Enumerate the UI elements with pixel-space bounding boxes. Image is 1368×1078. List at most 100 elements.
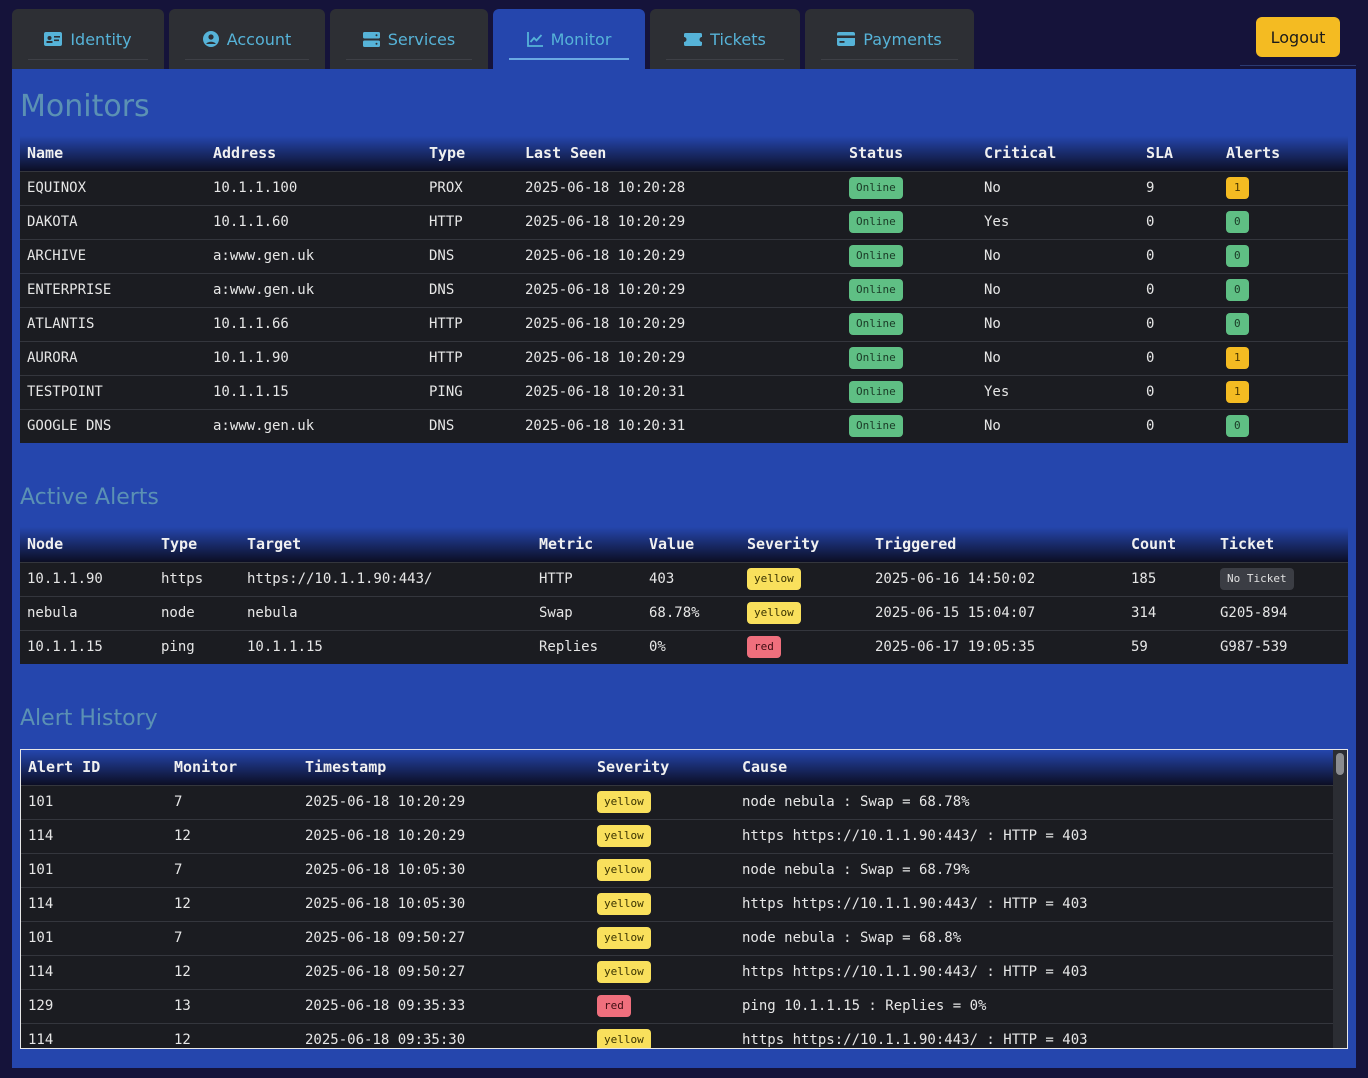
history-monitor: 12	[174, 964, 191, 980]
alert-metric: Swap	[539, 605, 573, 621]
status-badge: Online	[849, 211, 903, 233]
col-header[interactable]: Type	[429, 144, 466, 163]
col-header[interactable]: Ticket	[1220, 535, 1275, 554]
history-timestamp: 2025-06-18 09:50:27	[305, 930, 466, 946]
credit-card-icon	[837, 32, 856, 46]
col-header[interactable]: Alert ID	[28, 758, 101, 777]
table-row[interactable]: 114 12 2025-06-18 10:20:29 yellow https …	[21, 819, 1333, 853]
table-row[interactable]: TESTPOINT 10.1.1.15 PING 2025-06-18 10:2…	[20, 375, 1348, 409]
col-header[interactable]: Count	[1131, 535, 1177, 554]
table-row[interactable]: 114 12 2025-06-18 09:50:27 yellow https …	[21, 955, 1333, 989]
col-header[interactable]: Triggered	[875, 535, 957, 554]
alerts-count-badge: 1	[1226, 381, 1249, 403]
alert-target: nebula	[247, 605, 298, 621]
table-row[interactable]: 114 12 2025-06-18 10:05:30 yellow https …	[21, 887, 1333, 921]
tab-identity[interactable]: Identity	[12, 9, 164, 69]
table-row[interactable]: 101 7 2025-06-18 10:20:29 yellow node ne…	[21, 785, 1333, 819]
col-header[interactable]: Metric	[539, 535, 594, 554]
status-badge: Online	[849, 245, 903, 267]
col-header[interactable]: Last Seen	[525, 144, 607, 163]
col-header[interactable]: Cause	[742, 758, 788, 777]
alert-history-table: Alert ID Monitor Timestamp Severity Caus…	[21, 750, 1333, 1048]
alerts-count-badge: 0	[1226, 313, 1249, 335]
col-header[interactable]: Timestamp	[305, 758, 387, 777]
monitor-critical: No	[984, 418, 1001, 435]
col-header[interactable]: Node	[27, 535, 64, 554]
ticket-link[interactable]: G987-539	[1220, 639, 1288, 656]
table-row[interactable]: AURORA 10.1.1.90 HTTP 2025-06-18 10:20:2…	[20, 341, 1348, 375]
monitor-type: DNS	[429, 418, 455, 435]
col-header[interactable]: Monitor	[174, 758, 238, 777]
table-row[interactable]: 101 7 2025-06-18 10:05:30 yellow node ne…	[21, 853, 1333, 887]
monitor-last-seen: 2025-06-18 10:20:28	[525, 180, 686, 196]
table-row[interactable]: ENTERPRISE a:www.gen.uk DNS 2025-06-18 1…	[20, 273, 1348, 307]
col-header[interactable]: Severity	[597, 758, 670, 777]
monitor-type: HTTP	[429, 350, 463, 366]
history-monitor: 13	[174, 998, 191, 1014]
col-header[interactable]: SLA	[1146, 144, 1174, 163]
monitor-critical: Yes	[984, 214, 1010, 230]
status-badge: Online	[849, 381, 903, 403]
alert-node: 10.1.1.90	[27, 571, 103, 587]
monitors-title: Monitors	[20, 89, 150, 124]
monitor-critical: No	[984, 282, 1001, 298]
tab-payments[interactable]: Payments	[805, 9, 974, 69]
scrollbar[interactable]	[1333, 750, 1347, 1048]
alert-value: 0%	[649, 639, 666, 656]
table-row[interactable]: GOOGLE DNS a:www.gen.uk DNS 2025-06-18 1…	[20, 409, 1348, 443]
no-ticket-button[interactable]: No Ticket	[1220, 568, 1294, 590]
table-row[interactable]: DAKOTA 10.1.1.60 HTTP 2025-06-18 10:20:2…	[20, 205, 1348, 239]
tab-tickets[interactable]: Tickets	[650, 9, 800, 69]
table-row[interactable]: 114 12 2025-06-18 09:35:30 yellow https …	[21, 1023, 1333, 1048]
severity-badge: yellow	[597, 961, 651, 983]
table-row[interactable]: 10.1.1.90 https https://10.1.1.90:443/ H…	[20, 562, 1348, 596]
table-row[interactable]: 101 7 2025-06-18 09:50:27 yellow node ne…	[21, 921, 1333, 955]
monitor-type: PING	[429, 384, 463, 400]
table-row[interactable]: 129 13 2025-06-18 09:35:33 red ping 10.1…	[21, 989, 1333, 1023]
col-header[interactable]: Status	[849, 144, 904, 163]
severity-badge: yellow	[747, 568, 801, 590]
alert-metric: HTTP	[539, 571, 573, 587]
status-badge: Online	[849, 313, 903, 335]
id-card-icon	[44, 32, 63, 46]
tab-account[interactable]: Account	[169, 9, 325, 69]
tab-label: Account	[226, 29, 292, 49]
col-header[interactable]: Alerts	[1226, 144, 1281, 163]
col-header[interactable]: Name	[27, 144, 64, 163]
alerts-count-badge: 0	[1226, 279, 1249, 301]
history-monitor: 7	[174, 794, 183, 810]
alerts-count-badge: 1	[1226, 177, 1249, 199]
tab-services[interactable]: Services	[330, 9, 488, 69]
monitor-last-seen: 2025-06-18 10:20:29	[525, 350, 686, 366]
table-row[interactable]: EQUINOX 10.1.1.100 PROX 2025-06-18 10:20…	[20, 171, 1348, 205]
ticket-icon	[684, 32, 703, 46]
alert-history-title: Alert History	[20, 706, 158, 731]
table-row[interactable]: ATLANTIS 10.1.1.66 HTTP 2025-06-18 10:20…	[20, 307, 1348, 341]
col-header[interactable]: Type	[161, 535, 198, 554]
monitor-address: 10.1.1.100	[213, 180, 298, 196]
table-row[interactable]: ARCHIVE a:www.gen.uk DNS 2025-06-18 10:2…	[20, 239, 1348, 273]
status-badge: Online	[849, 415, 903, 438]
col-header[interactable]: Address	[213, 144, 277, 163]
monitor-address: 10.1.1.60	[213, 214, 289, 230]
monitor-name: GOOGLE DNS	[27, 418, 112, 435]
col-header[interactable]: Critical	[984, 144, 1057, 163]
alert-type: https	[161, 571, 204, 587]
monitor-critical: No	[984, 180, 1001, 196]
tab-monitor[interactable]: Monitor	[493, 9, 645, 69]
scrollbar-thumb[interactable]	[1336, 753, 1344, 775]
history-timestamp: 2025-06-18 09:50:27	[305, 964, 466, 980]
col-header[interactable]: Value	[649, 535, 695, 554]
ticket-link[interactable]: G205-894	[1220, 605, 1288, 621]
alert-history-scroll[interactable]: Alert ID Monitor Timestamp Severity Caus…	[20, 749, 1348, 1049]
alert-triggered: 2025-06-16 14:50:02	[875, 571, 1036, 587]
history-cause: node nebula : Swap = 68.79%	[742, 862, 970, 878]
monitor-type: HTTP	[429, 214, 463, 230]
col-header[interactable]: Target	[247, 535, 302, 554]
col-header[interactable]: Severity	[747, 535, 820, 554]
logout-button[interactable]: Logout	[1256, 17, 1340, 57]
monitor-last-seen: 2025-06-18 10:20:29	[525, 282, 686, 298]
table-row[interactable]: 10.1.1.15 ping 10.1.1.15 Replies 0% red …	[20, 630, 1348, 664]
alert-count: 59	[1131, 639, 1148, 656]
table-row[interactable]: nebula node nebula Swap 68.78% yellow 20…	[20, 596, 1348, 630]
